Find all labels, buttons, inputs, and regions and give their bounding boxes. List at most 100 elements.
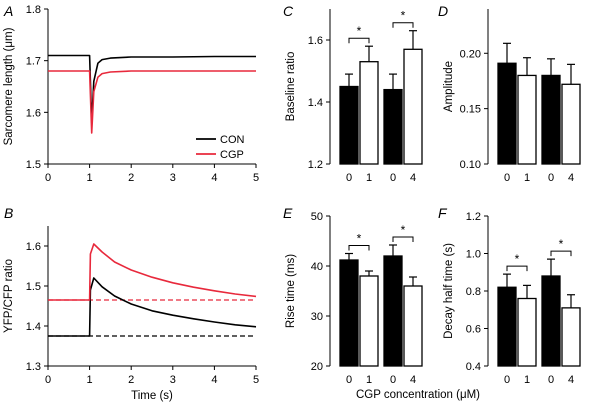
y-tick-label: 30 bbox=[311, 311, 323, 323]
y-tick-label: 20 bbox=[311, 361, 323, 373]
y-tick-label: 0.10 bbox=[460, 159, 481, 171]
shared-xlabel: CGP concentration (μM) bbox=[356, 389, 480, 401]
y-tick-label: 1.2 bbox=[308, 159, 323, 171]
legend-label: CON bbox=[220, 134, 245, 146]
x-tick-label: 4 bbox=[568, 172, 574, 184]
y-axis-label: Decay half time (s) bbox=[443, 243, 455, 339]
panel-d: D 0.10 0.15 0.20 Amplitude 0 1 0 4 bbox=[438, 3, 581, 184]
y-tick-label: 1.3 bbox=[26, 361, 41, 373]
panel-label: E bbox=[283, 205, 293, 221]
bar bbox=[541, 74, 561, 165]
bar bbox=[561, 307, 581, 367]
y-axis-label: Rise time (ms) bbox=[285, 254, 297, 328]
y-tick-label: 0.4 bbox=[466, 361, 481, 373]
x-tick-label: 1 bbox=[524, 172, 530, 184]
significance-star: * bbox=[515, 252, 520, 266]
series-line-cgp bbox=[48, 70, 256, 134]
x-tick-label: 1 bbox=[87, 374, 93, 386]
y-tick-label: 1.2 bbox=[466, 211, 481, 223]
y-tick-label: 0.20 bbox=[460, 48, 481, 60]
series-line-con bbox=[48, 277, 257, 337]
bar bbox=[383, 88, 403, 165]
panel-label: F bbox=[438, 205, 448, 221]
x-axis-label: Time (s) bbox=[131, 390, 173, 402]
bar bbox=[359, 275, 379, 367]
panel-label: A bbox=[3, 3, 13, 19]
significance-star: * bbox=[559, 237, 564, 251]
series-line-con bbox=[48, 54, 256, 124]
y-tick-label: 1.7 bbox=[26, 56, 41, 68]
panel-c: C 1.2 1.4 1.6 Baseline ratio 0 1 0 4 * * bbox=[283, 3, 423, 184]
x-tick-label: 4 bbox=[211, 374, 217, 386]
significance-star: * bbox=[401, 223, 406, 237]
bar bbox=[497, 286, 517, 367]
x-tick-label: 0 bbox=[346, 374, 352, 386]
y-tick-label: 40 bbox=[311, 261, 323, 273]
significance-star: * bbox=[357, 232, 362, 246]
legend-label: CGP bbox=[220, 149, 244, 161]
y-tick-label: 1.0 bbox=[466, 249, 481, 261]
x-tick-label: 0 bbox=[45, 172, 51, 184]
x-tick-label: 1 bbox=[366, 374, 372, 386]
y-axis-label: Sarcomere length (μm) bbox=[3, 27, 15, 145]
x-tick-label: 4 bbox=[410, 374, 416, 386]
significance-bracket bbox=[392, 236, 414, 242]
y-tick-label: 50 bbox=[311, 211, 323, 223]
x-tick-label: 0 bbox=[390, 172, 396, 184]
bar bbox=[497, 62, 517, 165]
bar bbox=[339, 259, 359, 367]
x-tick-label: 4 bbox=[568, 374, 574, 386]
significance-bracket bbox=[348, 37, 370, 44]
y-tick-label: 0.6 bbox=[466, 324, 481, 336]
y-axis-label: Baseline ratio bbox=[285, 52, 297, 122]
x-tick-label: 0 bbox=[390, 374, 396, 386]
significance-bracket bbox=[550, 250, 572, 257]
bar bbox=[383, 255, 403, 367]
bar bbox=[517, 297, 537, 367]
legend: CON CGP bbox=[196, 134, 245, 161]
x-tick-label: 1 bbox=[524, 374, 530, 386]
bar bbox=[517, 74, 537, 165]
panel-label: D bbox=[438, 3, 448, 19]
bar bbox=[561, 83, 581, 165]
panel-f: F 0.4 0.6 0.8 1.0 1.2 Decay half time (s) 0 1 0 4 *… bbox=[438, 205, 581, 386]
x-tick-label: 1 bbox=[87, 172, 93, 184]
y-tick-label: 1.6 bbox=[308, 35, 323, 47]
panel-e: E 20 30 40 50 Rise time (ms) 0 1 0 4 * * bbox=[283, 205, 423, 386]
panel-a: A 1.5 1.6 1.7 1.8 Sarcomere length (μm) 0 1 2 3 4 5 bbox=[3, 3, 259, 184]
panel-label: B bbox=[4, 205, 13, 221]
y-tick-label: 1.4 bbox=[26, 321, 41, 333]
bar bbox=[403, 285, 423, 367]
significance-star: * bbox=[357, 24, 362, 38]
series-line-cgp bbox=[48, 243, 257, 301]
x-tick-label: 0 bbox=[504, 172, 510, 184]
y-tick-label: 1.8 bbox=[26, 4, 41, 16]
x-tick-label: 0 bbox=[346, 172, 352, 184]
y-tick-label: 1.6 bbox=[26, 241, 41, 253]
bar bbox=[339, 85, 359, 165]
y-tick-label: 1.4 bbox=[308, 97, 323, 109]
x-tick-label: 1 bbox=[366, 172, 372, 184]
y-tick-label: 1.6 bbox=[26, 107, 41, 119]
x-tick-label: 3 bbox=[170, 374, 176, 386]
x-tick-label: 0 bbox=[45, 374, 51, 386]
panel-label: C bbox=[283, 3, 294, 19]
x-tick-label: 5 bbox=[253, 172, 259, 184]
y-axis-label: Amplitude bbox=[443, 61, 455, 112]
y-axis-label: YFP/CFP ratio bbox=[3, 259, 15, 333]
significance-bracket bbox=[392, 22, 414, 28]
y-tick-label: 0.8 bbox=[466, 286, 481, 298]
x-tick-label: 2 bbox=[128, 374, 134, 386]
bar bbox=[541, 275, 561, 367]
x-tick-label: 0 bbox=[504, 374, 510, 386]
y-tick-label: 1.5 bbox=[26, 281, 41, 293]
bar bbox=[359, 61, 379, 165]
significance-bracket bbox=[506, 265, 528, 272]
y-tick-label: 0.15 bbox=[460, 104, 481, 116]
significance-star: * bbox=[401, 9, 406, 23]
y-tick-label: 1.5 bbox=[26, 159, 41, 171]
significance-bracket bbox=[348, 245, 370, 251]
x-tick-label: 0 bbox=[548, 374, 554, 386]
bar bbox=[403, 48, 423, 165]
